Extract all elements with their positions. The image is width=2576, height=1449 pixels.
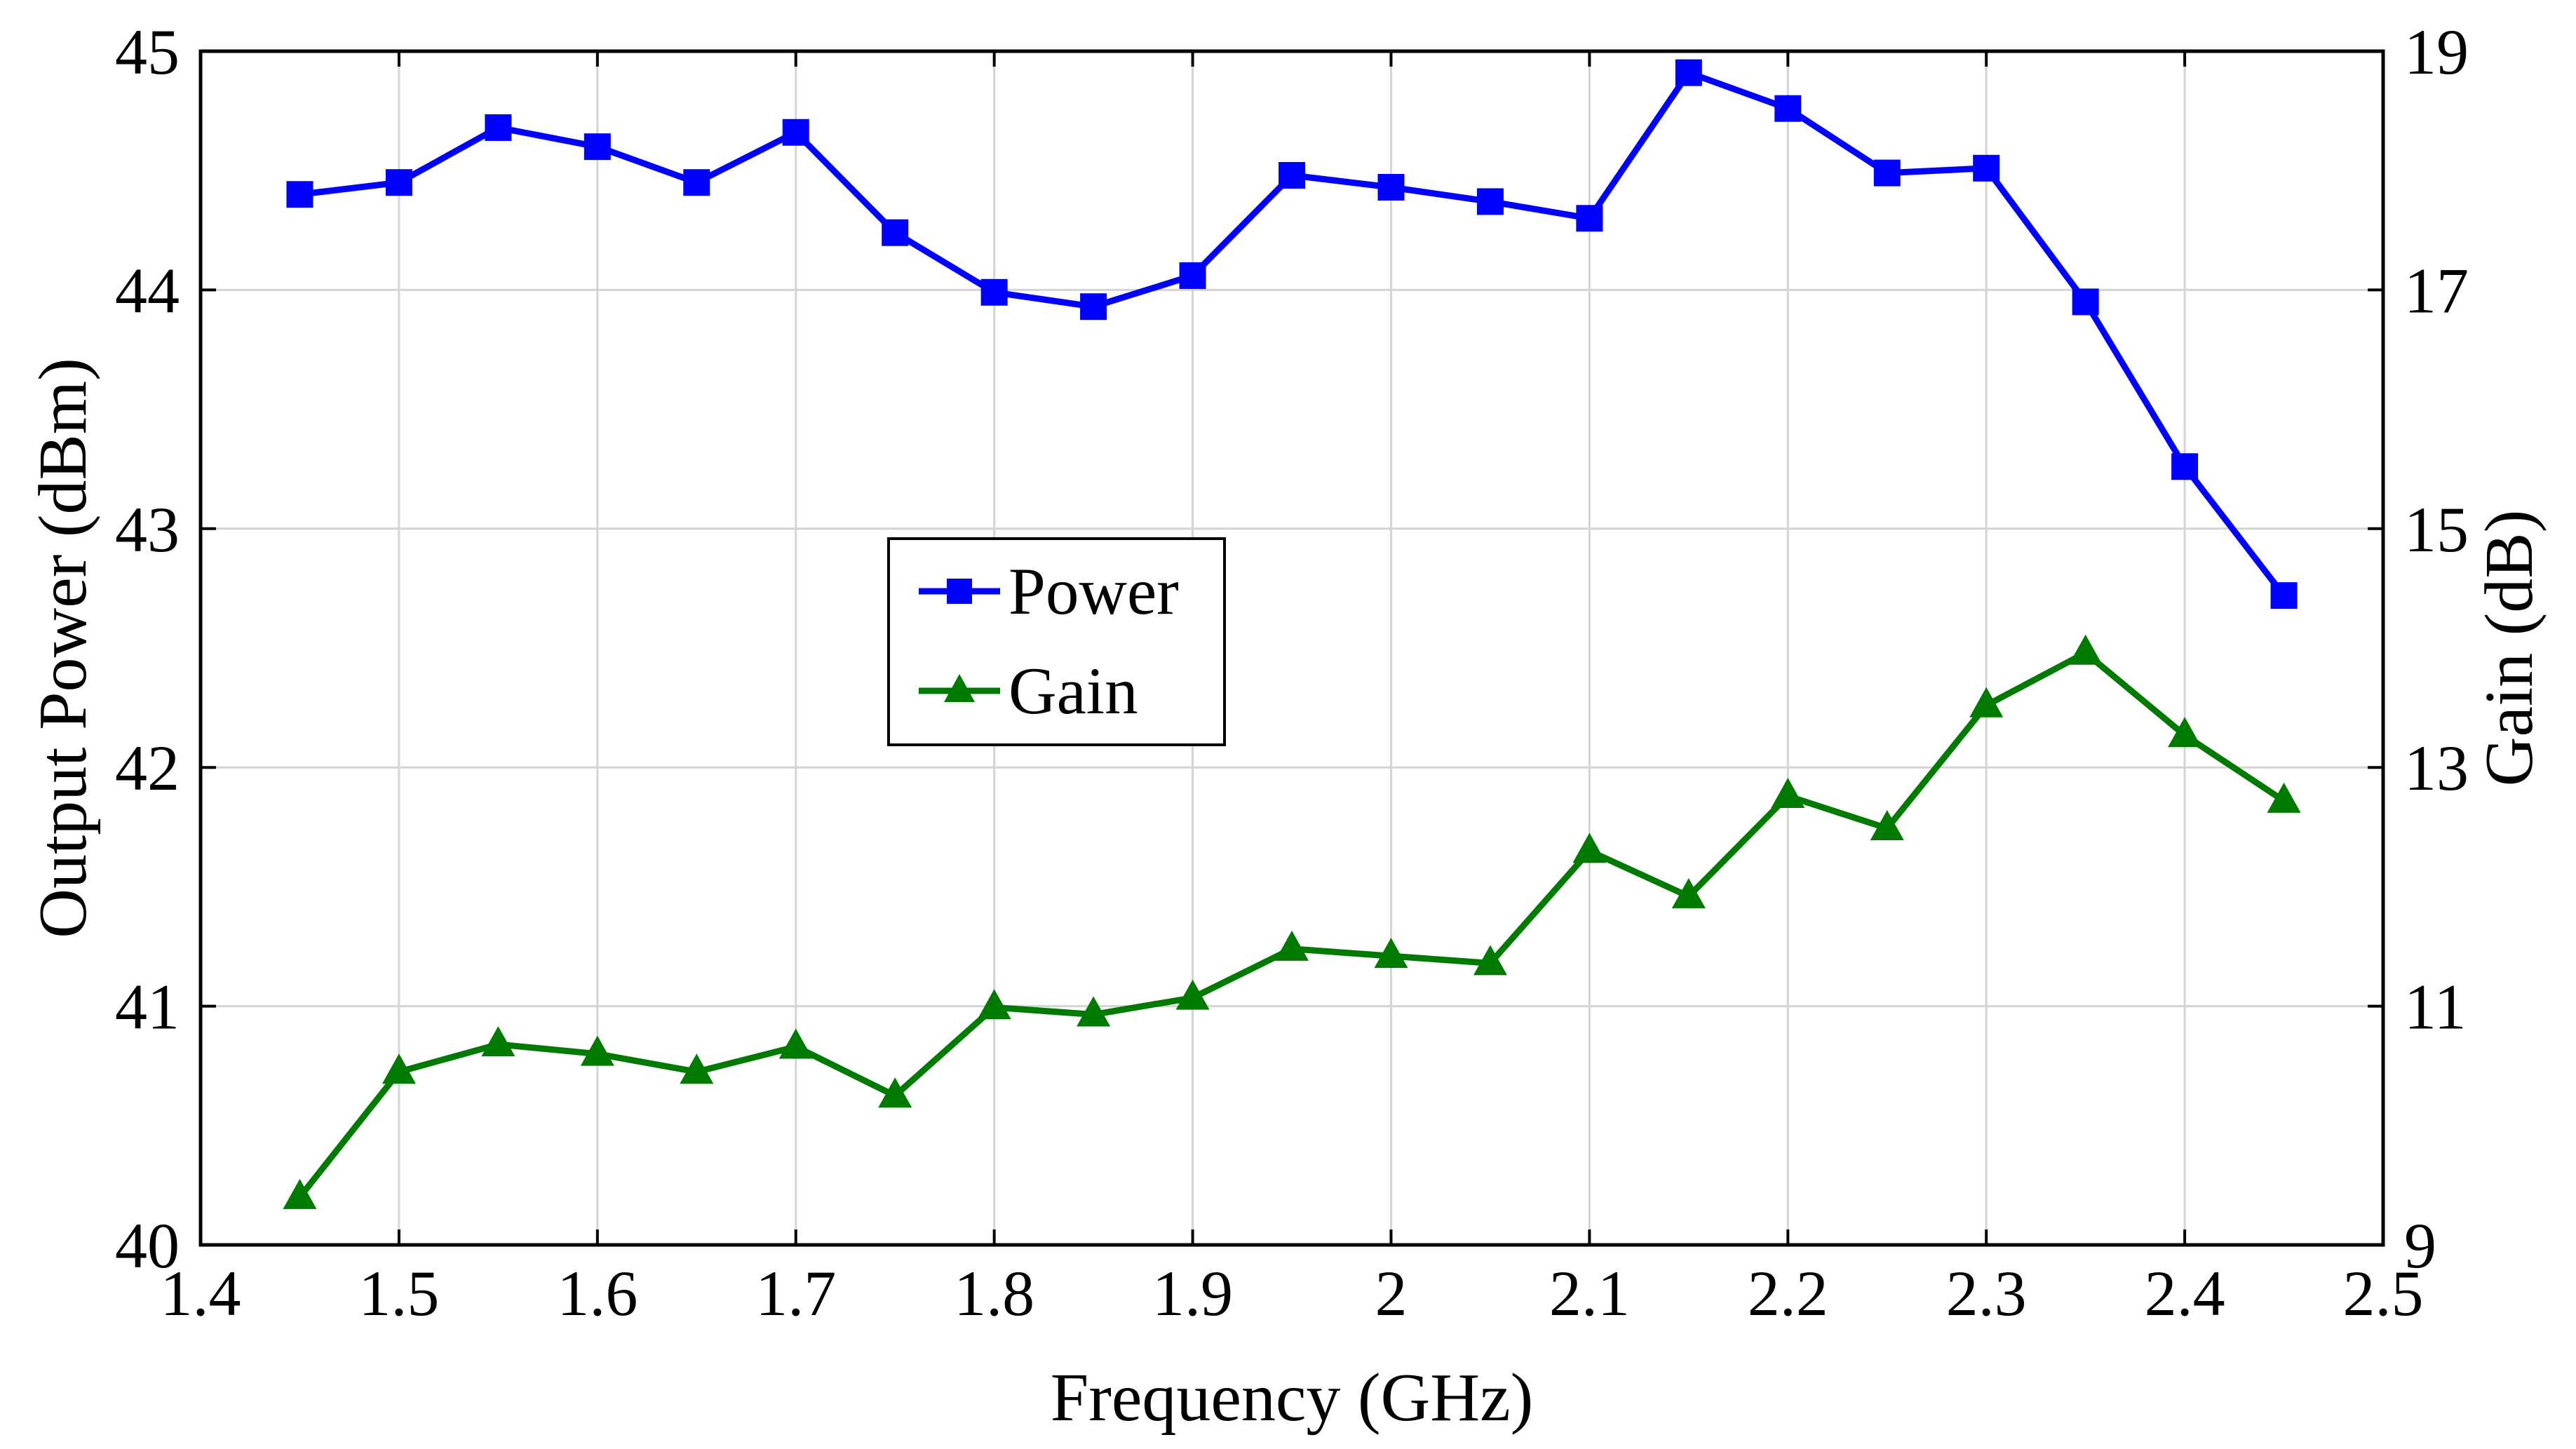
gain-point (1077, 996, 1111, 1027)
y-left-tick-label: 41 (115, 971, 180, 1043)
power-point (1774, 95, 1802, 122)
series-gain (283, 634, 2301, 1209)
x-tick-label: 1.5 (358, 1258, 439, 1329)
y-left-tick-label: 43 (115, 494, 180, 565)
x-tick-label: 1.7 (755, 1258, 836, 1329)
y-axis-right-label: Gain (dB) (2472, 510, 2547, 787)
power-point (980, 278, 1008, 306)
legend: Power Gain (887, 537, 1226, 746)
power-point (2072, 288, 2099, 316)
y-left-tick-label: 42 (115, 732, 180, 804)
power-point (1973, 154, 2000, 182)
tick-labels: 1.4 1.5 1.6 1.7 1.8 1.9 2 2.1 2.2 2.3 2.4 2.5 40 41 42… (115, 16, 2469, 1329)
x-tick-label: 1.8 (954, 1258, 1034, 1329)
gain-point (1572, 833, 1607, 863)
series-power (286, 59, 2298, 609)
power-point (1179, 262, 1206, 289)
gain-point (1374, 938, 1408, 969)
power-point (1675, 59, 1702, 86)
x-tick-label: 1.6 (557, 1258, 638, 1329)
gain-point (2267, 782, 2301, 813)
power-point (782, 119, 809, 146)
power-point (1279, 162, 1305, 189)
gain-point (977, 989, 1011, 1020)
power-point (286, 181, 313, 208)
y-left-tick-label: 44 (115, 255, 180, 326)
gain-point (1671, 878, 1706, 909)
power-point (385, 169, 412, 196)
power-point (882, 219, 909, 246)
gain-point (1275, 930, 1309, 961)
power-point (2171, 453, 2199, 480)
y-right-tick-label: 17 (2404, 255, 2469, 326)
legend-power-marker (947, 579, 972, 604)
legend-box (887, 537, 1226, 746)
power-point (2270, 582, 2298, 609)
y-right-tick-label: 15 (2404, 494, 2469, 565)
y-right-tick-label: 19 (2404, 16, 2469, 88)
gain-point (580, 1035, 614, 1066)
x-tick-label: 2.1 (1549, 1258, 1630, 1329)
y-right-tick-label: 11 (2404, 971, 2467, 1043)
power-point (1873, 159, 1901, 187)
y-right-tick-label: 13 (2404, 732, 2469, 804)
gain-point (778, 1028, 813, 1059)
power-point (1080, 293, 1107, 321)
power-point (683, 169, 710, 196)
series-layer (283, 59, 2301, 1209)
power-point (1576, 205, 1603, 232)
x-tick-label: 2.3 (1946, 1258, 2027, 1329)
x-axis-label: Frequency (GHz) (1051, 1360, 1533, 1436)
legend-gain-marker (944, 674, 975, 702)
x-tick-label: 1.9 (1152, 1258, 1233, 1329)
gain-point (1771, 778, 1805, 809)
y-left-tick-label: 45 (115, 16, 180, 88)
gain-point (283, 1178, 317, 1209)
x-tick-label: 2.5 (2343, 1258, 2424, 1329)
power-point (584, 133, 611, 161)
legend-power-label: Power (1009, 554, 1179, 628)
x-tick-label: 2.2 (1748, 1258, 1828, 1329)
gain-point (1473, 945, 1507, 976)
gain-point (382, 1053, 416, 1084)
power-point (1476, 188, 1504, 215)
gain-point (1969, 687, 2004, 717)
gain-point (2168, 717, 2202, 748)
x-tick-label: 2 (1375, 1258, 1407, 1329)
x-tick-label: 1.4 (161, 1258, 241, 1329)
gain-point (1175, 979, 1210, 1010)
x-tick-label: 2.4 (2145, 1258, 2225, 1329)
plot-frame (198, 49, 2385, 1247)
plot-area (201, 51, 2383, 1245)
gain-point (680, 1053, 714, 1084)
gain-point (481, 1026, 515, 1057)
y-left-tick-label: 40 (115, 1210, 180, 1281)
power-point (485, 114, 512, 141)
gain-point (1870, 810, 1904, 841)
power-point (1377, 174, 1405, 201)
gain-point (878, 1077, 912, 1108)
y-axis-left-label: Output Power (dBm) (25, 358, 101, 938)
legend-gain-label: Gain (1009, 654, 1138, 728)
y-right-tick-label: 9 (2404, 1210, 2436, 1281)
gain-point (2068, 634, 2103, 665)
